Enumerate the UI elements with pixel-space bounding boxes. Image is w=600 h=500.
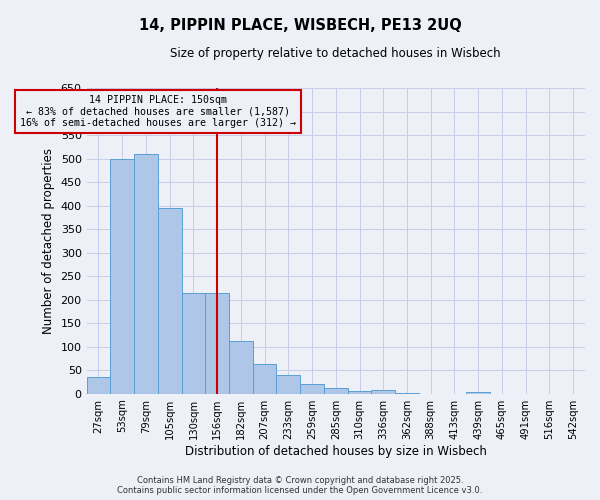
Text: 14, PIPPIN PLACE, WISBECH, PE13 2UQ: 14, PIPPIN PLACE, WISBECH, PE13 2UQ (139, 18, 461, 32)
Bar (205, 292, 229, 394)
X-axis label: Distribution of detached houses by size in Wisbech: Distribution of detached houses by size … (185, 444, 487, 458)
Y-axis label: Number of detached properties: Number of detached properties (42, 148, 55, 334)
Bar (86, 378, 110, 394)
Bar (158, 208, 182, 394)
Text: 14 PIPPIN PLACE: 150sqm
← 83% of detached houses are smaller (1,587)
16% of semi: 14 PIPPIN PLACE: 150sqm ← 83% of detache… (20, 95, 296, 128)
Title: Size of property relative to detached houses in Wisbech: Size of property relative to detached ho… (170, 48, 501, 60)
Bar (347, 392, 371, 394)
Bar (300, 384, 324, 394)
Bar (134, 154, 158, 394)
Bar (466, 392, 490, 394)
Bar (253, 364, 277, 394)
Bar (371, 390, 395, 394)
Bar (182, 292, 205, 394)
Bar (229, 340, 253, 394)
Bar (324, 388, 347, 394)
Bar (110, 158, 134, 394)
Bar (277, 375, 300, 394)
Text: Contains HM Land Registry data © Crown copyright and database right 2025.
Contai: Contains HM Land Registry data © Crown c… (118, 476, 482, 495)
